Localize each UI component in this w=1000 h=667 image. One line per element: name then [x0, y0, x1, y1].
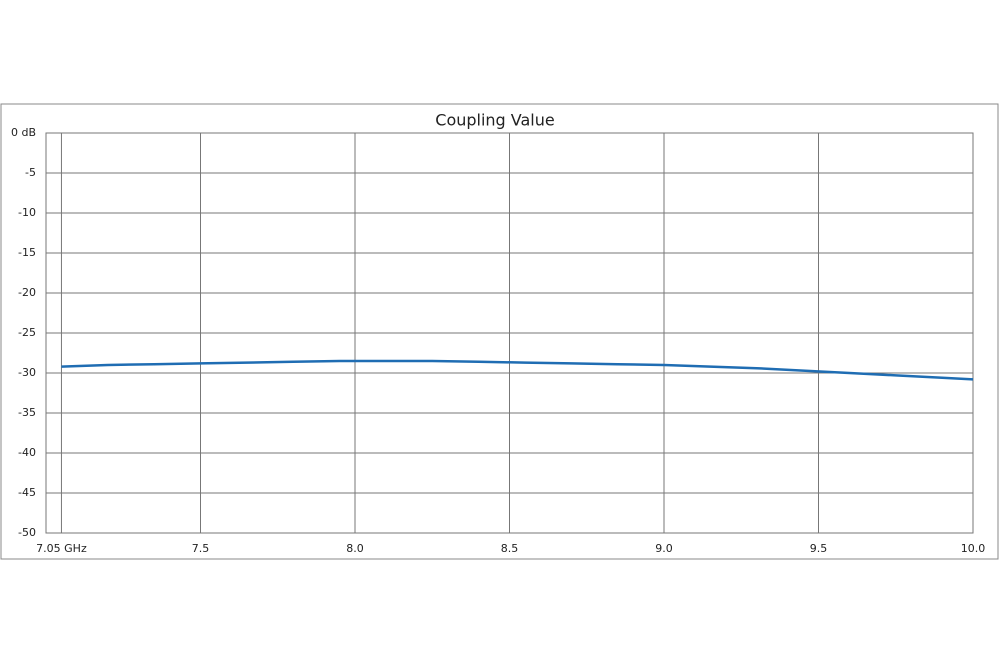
y-tick-label: -45 [18, 486, 36, 499]
chart-title: Coupling Value [435, 111, 554, 130]
x-tick-label: 8.0 [346, 542, 364, 555]
data-line [61, 359, 974, 381]
x-tick-label: 7.05 GHz [36, 542, 87, 555]
x-tick-label: 9.5 [810, 542, 828, 555]
y-tick-label: 0 dB [11, 126, 36, 139]
y-tick-label: -15 [18, 246, 36, 259]
y-tick-label: -40 [18, 446, 36, 459]
y-tick-label: -30 [18, 366, 36, 379]
y-tick-label: -25 [18, 326, 36, 339]
x-tick-label: 8.5 [501, 542, 519, 555]
y-tick-label: -5 [25, 166, 36, 179]
x-tick-label: 10.0 [961, 542, 986, 555]
y-tick-label: -35 [18, 406, 36, 419]
chart-frame [0, 103, 999, 560]
x-tick-label: 9.0 [655, 542, 673, 555]
x-tick-label: 7.5 [192, 542, 210, 555]
y-tick-label: -20 [18, 286, 36, 299]
y-tick-label: -10 [18, 206, 36, 219]
y-tick-label: -50 [18, 526, 36, 539]
